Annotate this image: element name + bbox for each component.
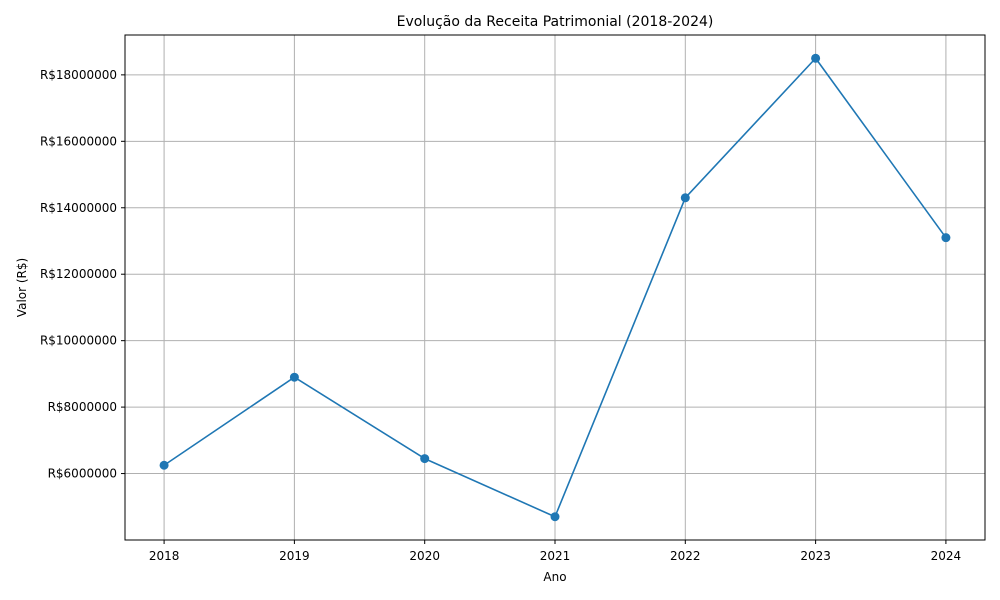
y-tick-label: R$6000000 (48, 467, 117, 481)
data-point (289, 372, 299, 382)
data-point (680, 193, 690, 203)
x-tick-label: 2024 (931, 549, 962, 563)
x-tick-label: 2018 (149, 549, 180, 563)
chart-title: Evolução da Receita Patrimonial (2018-20… (397, 14, 714, 30)
axis-ticks: 2018 2019 2020 2021 2022 2023 2024 R$6000000 R$8… (40, 68, 961, 563)
y-tick-label: R$14000000 (40, 201, 117, 215)
data-point (159, 460, 169, 470)
x-tick-label: 2019 (279, 549, 310, 563)
y-tick-label: R$18000000 (40, 68, 117, 82)
x-tick-label: 2020 (409, 549, 440, 563)
grid-lines (125, 35, 985, 540)
y-axis-label: Valor (R$) (15, 258, 29, 317)
x-axis-label: Ano (543, 570, 566, 584)
data-point (420, 454, 430, 464)
x-tick-label: 2022 (670, 549, 701, 563)
y-tick-label: R$12000000 (40, 267, 117, 281)
y-tick-label: R$8000000 (48, 400, 117, 414)
data-point (941, 233, 951, 243)
data-point (811, 53, 821, 63)
x-tick-label: 2021 (540, 549, 571, 563)
data-point (550, 512, 560, 522)
y-tick-label: R$16000000 (40, 134, 117, 148)
x-tick-label: 2023 (800, 549, 831, 563)
y-tick-label: R$10000000 (40, 334, 117, 348)
series-layer (159, 53, 951, 522)
